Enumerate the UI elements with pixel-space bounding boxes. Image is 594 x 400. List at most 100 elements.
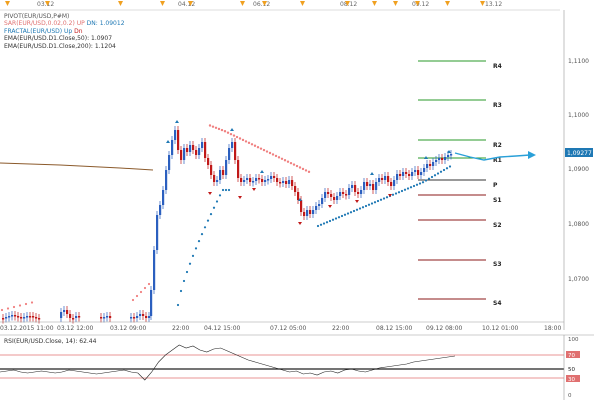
sar-dot [24,302,28,306]
rsi-axis-70: 70 [568,353,575,359]
sar-dot [382,197,386,200]
candle-body [32,316,35,318]
sar-dot [209,213,213,216]
legend-sar: SAR(EUR/USD,0.02,0.2) UP DN: 1.09012 [4,20,125,27]
fractal-up-marker [447,150,451,153]
candle-body [240,178,243,182]
candle-body [139,314,142,316]
sar-dot [215,200,219,203]
candle-body [300,200,303,212]
candle-body [109,316,112,318]
candle-body [345,194,348,196]
sar-dot [191,254,195,257]
sar-dot [18,304,22,307]
top-date-5: 09.12 [412,1,429,8]
sar-dot [385,196,389,199]
event-markers[interactable] [5,1,485,6]
top-date-4: 08.12 [340,1,357,8]
candle-body [2,318,5,320]
candle-body [133,317,136,319]
rsi-axis-30: 30 [568,377,575,383]
fractal-up-marker [166,140,170,143]
sar-dot [334,217,338,220]
candle-body [207,158,210,165]
candle-body [441,158,444,160]
sar-dot [316,224,320,228]
fractal-up-marker [370,172,374,175]
candle-body [150,290,153,316]
sar-dot [391,193,395,196]
candle-body [23,317,26,319]
sar-dot [280,157,284,160]
candle-body [357,192,360,194]
candle-body [183,148,186,160]
candle-body [336,196,339,200]
fractal-down-marker [238,196,242,199]
sar-dot [265,150,269,153]
sar-dot [188,262,192,265]
candle-body [75,316,78,318]
candle-body [348,188,351,195]
candle-body [393,180,396,186]
top-date-6: 13.12 [485,1,502,8]
sar-dot [139,290,143,294]
fractal-up-marker [230,128,234,131]
candle-body [342,192,345,194]
candle-body [417,170,420,175]
candle-body [35,317,38,319]
fractal-up-marker [424,156,428,159]
candle-body [29,316,32,318]
rsi-axis-0: 0 [568,393,572,399]
time-label-10: 10.12 01:00 [482,325,519,332]
sar-dot [367,203,371,206]
candle-body [438,158,441,160]
sar-dot [421,181,425,184]
legend-ema200: EMA(EUR/USD.D1.Close,200): 1.1204 [4,42,116,50]
sar-dot [0,308,4,312]
time-label-7: 22:00 [332,325,349,332]
candle-body [8,316,11,318]
sar-dot [283,159,287,162]
time-label-4: 22:00 [172,325,189,332]
candle-body [384,176,387,180]
sar-dot [340,214,344,218]
legend-sar-up: UP [76,20,85,28]
event-marker [445,1,450,6]
indicator-legend: PIVOT(EUR/USD,P#M) SAR(EUR/USD,0.02,0.2)… [4,13,125,50]
sar-dot [143,286,147,290]
candle-body [69,314,72,318]
candle-body [339,192,342,196]
sar-dot [179,289,183,293]
time-label-11: 18:00 [544,325,561,332]
sar-dot [217,127,221,131]
candle-body [303,212,306,216]
sar-dot [295,164,299,168]
candlestick-series[interactable] [2,126,453,324]
candle-body [231,142,234,148]
candle-body [189,145,192,152]
candle-body [423,168,426,172]
sar-dot [6,307,10,310]
pivot-label-r4: R4 [493,63,502,70]
candle-body [204,142,207,158]
sar-dot [182,279,186,283]
sar-dot [358,207,362,210]
pivot-label-r3: R3 [493,102,502,109]
sar-dot [292,163,296,166]
time-label-9: 09.12 08:00 [426,325,463,332]
sar-dot [271,153,275,156]
sar-dot [131,298,135,302]
candle-body [276,178,279,182]
sar-dot [337,216,341,219]
sar-dot [229,132,233,136]
candle-body [162,190,165,205]
candle-body [381,178,384,180]
sar-dot [247,141,251,145]
sar-dot [203,226,207,229]
candle-body [273,176,276,178]
rsi-line [0,344,456,381]
sar-dot [436,172,440,175]
event-marker [188,1,193,6]
candle-body [285,181,288,184]
